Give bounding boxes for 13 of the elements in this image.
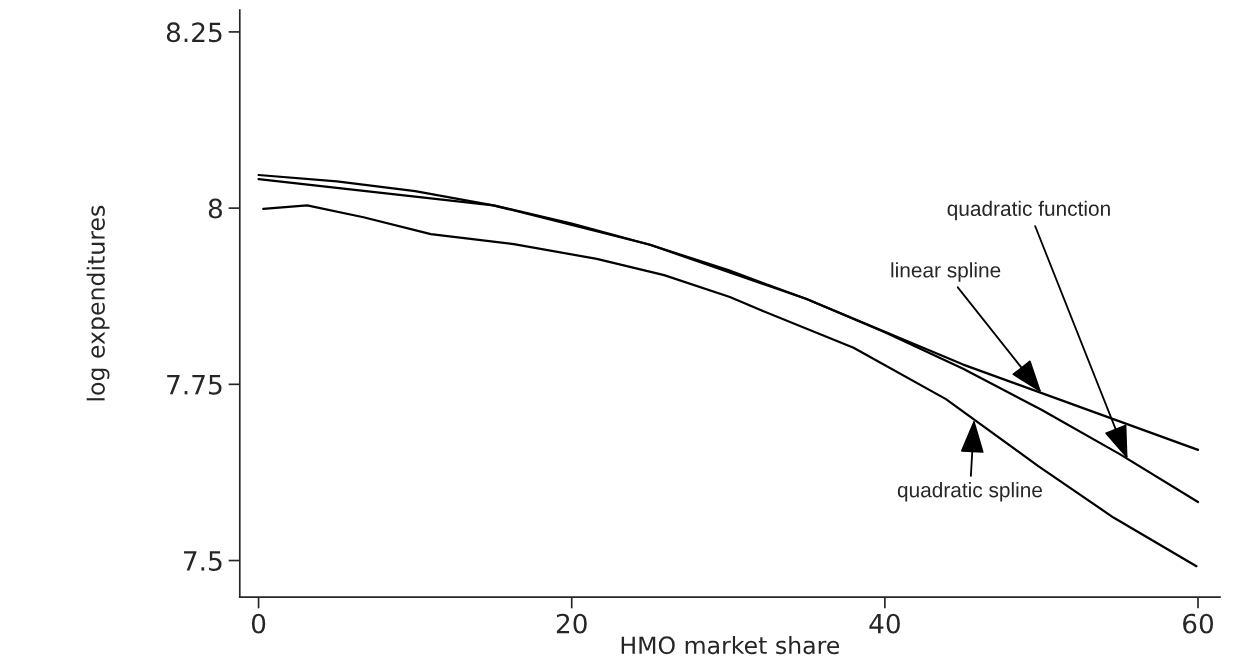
annotation: quadratic spline xyxy=(897,482,1042,502)
annotation: linear spline xyxy=(891,262,1001,282)
y-axis-title: log expenditures xyxy=(86,205,110,401)
y-tick-label: 8.25 xyxy=(166,22,222,43)
y-tick-label: 7.5 xyxy=(184,551,222,571)
y-tick-label: 8 xyxy=(208,198,223,219)
x-tick-label: 0 xyxy=(251,613,266,634)
y-tick-label: 7.75 xyxy=(167,375,222,395)
x-tick-label: 60 xyxy=(1183,613,1214,634)
x-tick-label: 40 xyxy=(869,613,900,634)
x-tick-label: 20 xyxy=(556,613,587,634)
annotation: quadratic function xyxy=(947,200,1110,221)
x-axis-title: HMO market share xyxy=(621,635,840,655)
